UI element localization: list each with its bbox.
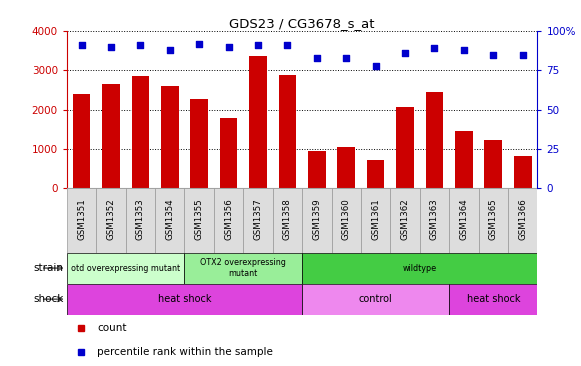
Text: GSM1351: GSM1351 bbox=[77, 198, 86, 240]
Bar bbox=[455, 131, 473, 188]
Text: shock: shock bbox=[34, 294, 64, 304]
Text: GSM1357: GSM1357 bbox=[253, 198, 263, 240]
Bar bbox=[155, 188, 185, 253]
Point bbox=[430, 45, 439, 51]
Text: GSM1360: GSM1360 bbox=[342, 198, 351, 240]
Point bbox=[518, 52, 528, 57]
Text: heat shock: heat shock bbox=[467, 294, 520, 304]
Text: heat shock: heat shock bbox=[157, 294, 211, 304]
Bar bbox=[361, 188, 390, 253]
Bar bbox=[308, 151, 326, 188]
Bar bbox=[73, 94, 91, 188]
Bar bbox=[67, 188, 96, 253]
Text: control: control bbox=[359, 294, 393, 304]
Bar bbox=[185, 188, 214, 253]
Bar bbox=[67, 253, 185, 284]
Bar bbox=[449, 188, 479, 253]
Point bbox=[77, 42, 86, 48]
Point bbox=[165, 47, 174, 53]
Point bbox=[253, 42, 263, 48]
Text: GSM1366: GSM1366 bbox=[518, 198, 527, 240]
Text: GSM1355: GSM1355 bbox=[195, 198, 204, 240]
Text: GSM1352: GSM1352 bbox=[106, 198, 116, 240]
Bar bbox=[185, 253, 302, 284]
Bar bbox=[125, 188, 155, 253]
Bar bbox=[279, 75, 296, 188]
Bar bbox=[479, 188, 508, 253]
Point bbox=[195, 41, 204, 46]
Text: wildtype: wildtype bbox=[403, 264, 437, 273]
Bar bbox=[161, 86, 178, 188]
Point bbox=[400, 50, 410, 56]
Text: percentile rank within the sample: percentile rank within the sample bbox=[98, 347, 273, 357]
Bar bbox=[302, 284, 449, 315]
Bar bbox=[96, 188, 125, 253]
Point bbox=[283, 42, 292, 48]
Point bbox=[312, 55, 321, 61]
Text: GSM1353: GSM1353 bbox=[136, 198, 145, 240]
Text: otd overexpressing mutant: otd overexpressing mutant bbox=[71, 264, 180, 273]
Bar bbox=[214, 188, 243, 253]
Text: GSM1358: GSM1358 bbox=[283, 198, 292, 240]
Point bbox=[371, 63, 381, 69]
Bar bbox=[338, 147, 355, 188]
Bar bbox=[426, 92, 443, 188]
Bar bbox=[67, 284, 302, 315]
Bar bbox=[449, 284, 537, 315]
Bar bbox=[272, 188, 302, 253]
Bar bbox=[249, 56, 267, 188]
Bar bbox=[390, 188, 420, 253]
Text: GSM1354: GSM1354 bbox=[165, 198, 174, 240]
Bar bbox=[220, 118, 238, 188]
Bar bbox=[420, 188, 449, 253]
Text: GSM1365: GSM1365 bbox=[489, 198, 498, 240]
Text: GSM1361: GSM1361 bbox=[371, 198, 380, 240]
Bar bbox=[243, 188, 272, 253]
Point bbox=[459, 47, 468, 53]
Text: strain: strain bbox=[34, 263, 64, 273]
Text: GSM1356: GSM1356 bbox=[224, 198, 233, 240]
Bar bbox=[302, 253, 537, 284]
Title: GDS23 / CG3678_s_at: GDS23 / CG3678_s_at bbox=[229, 17, 375, 30]
Bar bbox=[508, 188, 537, 253]
Text: GSM1363: GSM1363 bbox=[430, 198, 439, 240]
Bar bbox=[191, 99, 208, 188]
Point bbox=[224, 44, 233, 50]
Text: GSM1364: GSM1364 bbox=[460, 198, 468, 240]
Point bbox=[106, 44, 116, 50]
Bar bbox=[367, 160, 385, 188]
Bar bbox=[102, 84, 120, 188]
Bar bbox=[514, 156, 532, 188]
Text: GSM1362: GSM1362 bbox=[400, 198, 410, 240]
Bar bbox=[332, 188, 361, 253]
Point bbox=[342, 55, 351, 61]
Bar bbox=[396, 107, 414, 188]
Bar bbox=[302, 188, 332, 253]
Point bbox=[489, 52, 498, 57]
Text: OTX2 overexpressing
mutant: OTX2 overexpressing mutant bbox=[200, 258, 286, 278]
Bar bbox=[131, 76, 149, 188]
Point bbox=[136, 42, 145, 48]
Text: count: count bbox=[98, 323, 127, 333]
Text: GSM1359: GSM1359 bbox=[313, 198, 321, 240]
Bar bbox=[485, 140, 502, 188]
